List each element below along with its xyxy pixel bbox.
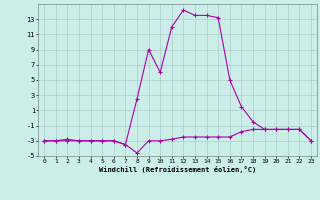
X-axis label: Windchill (Refroidissement éolien,°C): Windchill (Refroidissement éolien,°C) — [99, 166, 256, 173]
